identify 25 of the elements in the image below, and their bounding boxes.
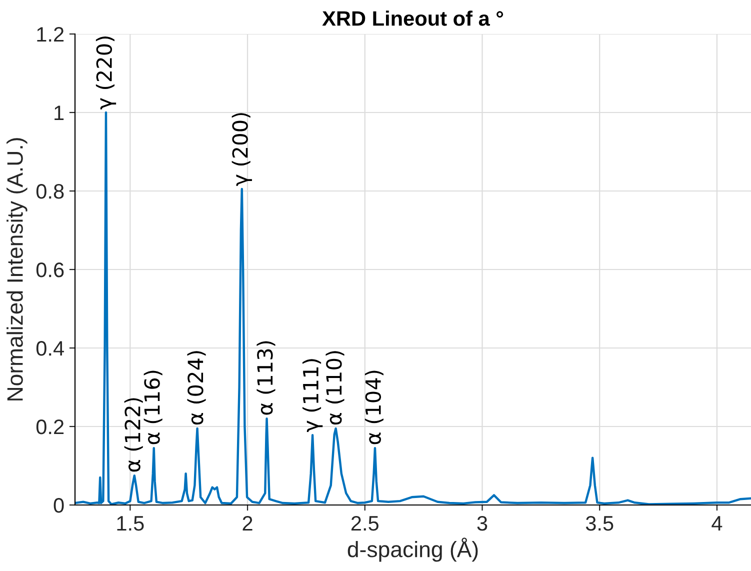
- annotation: γ (220): [96, 36, 116, 110]
- annotation: γ (111): [302, 359, 323, 432]
- y-axis-title: Normalized Intensity (A.U.): [6, 138, 28, 400]
- annotation: α (122): [124, 398, 143, 472]
- annotation: α (024): [187, 351, 206, 425]
- annotation: γ (200): [232, 113, 252, 186]
- y-tick-label: 1: [54, 106, 64, 120]
- x-tick-label: 1.5: [117, 516, 144, 531]
- y-tick-label: 0.8: [36, 184, 64, 199]
- y-tick-label: 0.4: [36, 341, 64, 356]
- x-tick-label: 3: [477, 516, 488, 531]
- annotation: α (116): [144, 370, 162, 444]
- x-tick-label: 3.5: [586, 516, 614, 531]
- annotation: α (113): [256, 341, 276, 415]
- x-tick-label: 2.5: [351, 516, 378, 531]
- y-tick-label: 0.2: [36, 420, 64, 434]
- x-axis-title: d-spacing (Å): [348, 538, 478, 562]
- y-tick-label: 1.2: [37, 27, 64, 42]
- annotation: α (104): [364, 370, 384, 444]
- x-tick-label: 2: [242, 516, 252, 531]
- y-tick-label: 0: [54, 498, 64, 513]
- y-tick-label: 0.6: [36, 262, 64, 278]
- chart-title: XRD Lineout of a °: [322, 10, 504, 26]
- x-tick-label: 4: [712, 516, 722, 531]
- annotation: α (110): [326, 351, 344, 425]
